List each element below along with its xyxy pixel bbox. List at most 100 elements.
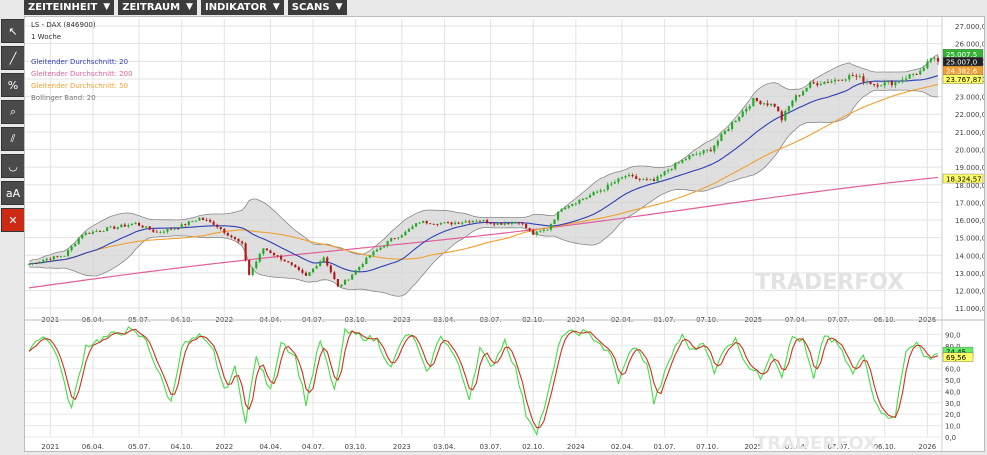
candle-body — [414, 223, 418, 227]
y-tick-label: 26.000,0 — [955, 41, 984, 49]
candle-body — [851, 75, 854, 76]
candle-body — [904, 78, 908, 80]
candle-body — [155, 231, 158, 233]
candle-body — [770, 103, 773, 106]
ma50-line — [28, 83, 939, 265]
candle-body — [578, 199, 581, 204]
line-icon[interactable]: ╱ — [1, 46, 25, 70]
candle-body — [446, 222, 450, 224]
candle-body — [88, 232, 91, 234]
menu-zeitraum[interactable]: ZEITRAUM ▼ — [118, 0, 197, 15]
x-tick-label: 03.04. — [433, 443, 455, 451]
stoch-d-line — [28, 328, 939, 429]
drawing-toolbar: ↖ ╱% ⌕ ⫽ ◡ aA ✕ — [0, 18, 25, 235]
candle-body — [695, 154, 698, 155]
candle-body — [383, 245, 386, 248]
y-tick-label: 80,0 — [945, 343, 961, 351]
chart-svg[interactable]: 27.000,026.000,025.000,024.000,023.000,0… — [25, 17, 986, 454]
candle-body — [201, 217, 205, 220]
x-tick-label: 04.04. — [259, 443, 281, 451]
font-size-icon[interactable]: aA — [1, 181, 25, 205]
candle-body — [592, 192, 595, 196]
candle-body — [194, 220, 197, 222]
candle-body — [599, 190, 602, 192]
candle-body — [280, 255, 283, 260]
curve-icon[interactable]: ◡ — [1, 154, 25, 178]
candle-body — [240, 241, 244, 244]
candle-body — [162, 231, 165, 233]
candle-body — [287, 261, 290, 263]
candle-body — [418, 222, 421, 224]
candle-body — [450, 222, 453, 225]
candle-body — [173, 228, 176, 230]
candle-body — [581, 199, 584, 200]
delete-icon[interactable]: ✕ — [1, 208, 25, 232]
candle-body — [216, 224, 219, 228]
menu-zeiteinheit[interactable]: ZEITEINHEIT ▼ — [24, 0, 115, 15]
y-tick-label: 12.000,0 — [955, 288, 984, 296]
menu-scans[interactable]: SCANS ▼ — [287, 0, 347, 15]
candle-body — [564, 207, 567, 210]
price-label-box — [942, 173, 984, 184]
menu-bar: ZEITEINHEIT ▼ ZEITRAUM ▼ INDIKATOR ▼ SCANS ▼ — [24, 0, 351, 16]
menu-indikator[interactable]: INDIKATOR ▼ — [200, 0, 284, 15]
candle-body — [517, 222, 521, 224]
candle-body — [432, 223, 435, 225]
candle-body — [113, 226, 116, 229]
candle-body — [603, 189, 606, 191]
candle-body — [35, 262, 38, 264]
candle-body — [123, 224, 126, 227]
zoom-icon[interactable]: ⌕ — [1, 100, 25, 124]
price-label: 23.767,87 — [946, 76, 982, 84]
candle-body — [876, 84, 879, 87]
candle-body — [606, 184, 609, 190]
candle-body — [42, 260, 45, 262]
candle-body — [258, 253, 261, 262]
candle-body — [429, 223, 432, 225]
candle-body — [219, 227, 222, 229]
candle-body — [826, 81, 829, 83]
candle-body — [936, 58, 940, 62]
candle-body — [656, 176, 659, 182]
candle-body — [624, 176, 627, 178]
candle-body — [628, 174, 631, 177]
candle-body — [354, 270, 357, 275]
candle-body — [901, 79, 904, 82]
price-label: 24.382,6 — [946, 68, 978, 76]
legend-entry: Gleitender Durchschnitt: 200 — [31, 70, 133, 78]
candle-body — [169, 228, 173, 230]
candle-body — [802, 91, 805, 96]
dropdown-arrow-icon: ▼ — [272, 2, 280, 12]
candle-body — [443, 222, 446, 224]
candle-body — [315, 266, 318, 269]
candle-body — [727, 128, 730, 132]
x-tick-label: 01.07. — [653, 443, 675, 451]
candle-body — [865, 81, 869, 83]
candle-body — [272, 253, 276, 256]
candle-body — [461, 222, 464, 224]
candle-body — [407, 229, 410, 232]
candle-body — [848, 75, 851, 80]
percent-icon[interactable]: % — [1, 73, 25, 97]
candle-body — [159, 232, 162, 233]
channel-icon[interactable]: ⫽ — [1, 127, 25, 151]
candle-body — [290, 262, 293, 265]
cursor-icon[interactable]: ↖ — [1, 19, 25, 43]
candle-body — [734, 120, 737, 123]
candle-body — [106, 227, 109, 232]
candle-body — [38, 261, 41, 264]
candle-body — [596, 191, 599, 193]
y-tick-label: 15.000,0 — [955, 235, 984, 243]
candle-body — [390, 238, 393, 242]
x-tick-label: 07.07. — [827, 443, 849, 451]
candle-body — [738, 116, 741, 121]
x-tick-label: 2022 — [215, 443, 233, 451]
candle-body — [45, 258, 48, 261]
menu-label: ZEITEINHEIT — [28, 2, 98, 13]
candle-body — [759, 100, 762, 105]
candle-body — [585, 197, 588, 200]
candle-body — [755, 97, 758, 101]
candle-body — [478, 220, 482, 222]
candle-body — [709, 149, 712, 152]
candle-body — [560, 209, 563, 212]
